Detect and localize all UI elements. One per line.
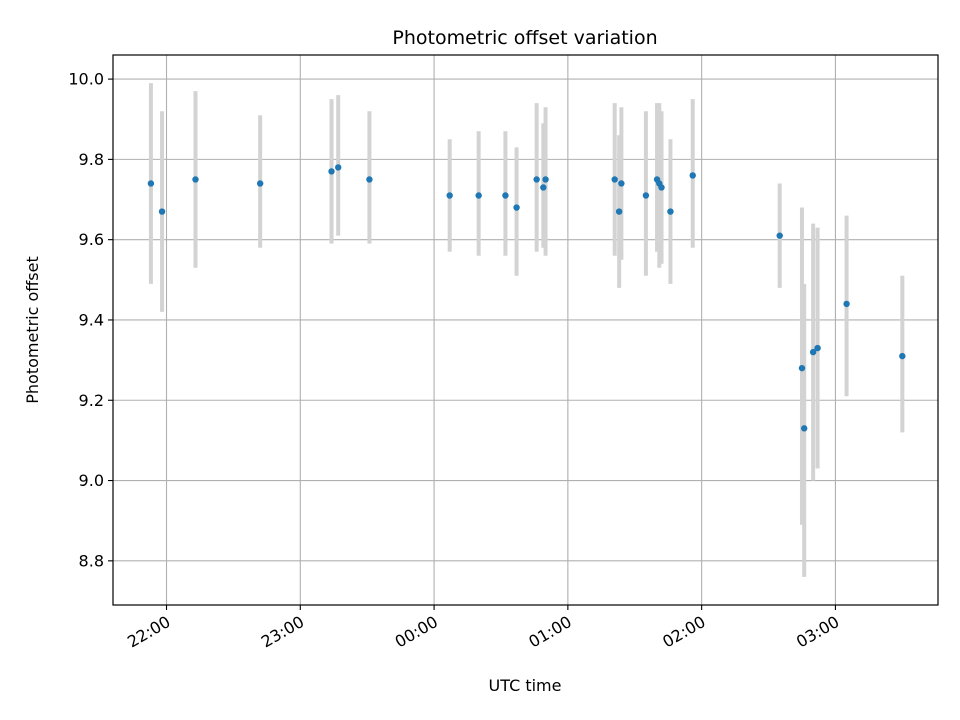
y-axis-label: Photometric offset xyxy=(23,256,42,404)
data-point xyxy=(809,348,817,356)
data-point xyxy=(798,364,806,372)
data-point xyxy=(147,180,155,187)
data-point xyxy=(475,192,482,199)
data-point xyxy=(192,176,199,183)
data-point xyxy=(689,172,696,179)
data-point xyxy=(256,180,264,187)
data-point xyxy=(801,425,808,432)
data-point xyxy=(611,176,618,183)
data-point xyxy=(446,192,453,199)
data-point xyxy=(658,184,665,191)
plot-frame xyxy=(112,54,939,606)
y-tick-label: 8.8 xyxy=(79,551,104,570)
data-point xyxy=(899,352,906,360)
chart-title: Photometric offset variation xyxy=(392,27,657,49)
data-point xyxy=(667,208,674,215)
y-tick-label: 10.0 xyxy=(68,70,104,89)
y-tick-label: 9.8 xyxy=(79,150,104,169)
data-point xyxy=(533,176,540,183)
point-layer xyxy=(147,164,906,432)
data-point xyxy=(814,344,821,352)
data-point xyxy=(335,164,342,171)
data-point xyxy=(158,208,166,215)
grid-layer xyxy=(113,55,938,605)
y-tick-label: 9.6 xyxy=(79,230,104,249)
y-tick-label: 9.2 xyxy=(79,391,104,410)
data-point xyxy=(615,208,623,215)
data-point xyxy=(618,180,625,187)
data-point xyxy=(776,232,783,239)
y-tick-label: 9.4 xyxy=(79,310,104,329)
data-point xyxy=(513,204,520,211)
data-point xyxy=(540,184,547,191)
data-point xyxy=(502,192,509,199)
data-point xyxy=(642,192,650,199)
data-point xyxy=(843,300,850,308)
y-tick-label: 9.0 xyxy=(79,471,104,490)
x-axis-label: UTC time xyxy=(489,676,562,695)
data-point xyxy=(542,176,549,183)
data-point xyxy=(328,168,335,175)
data-point xyxy=(366,176,373,183)
